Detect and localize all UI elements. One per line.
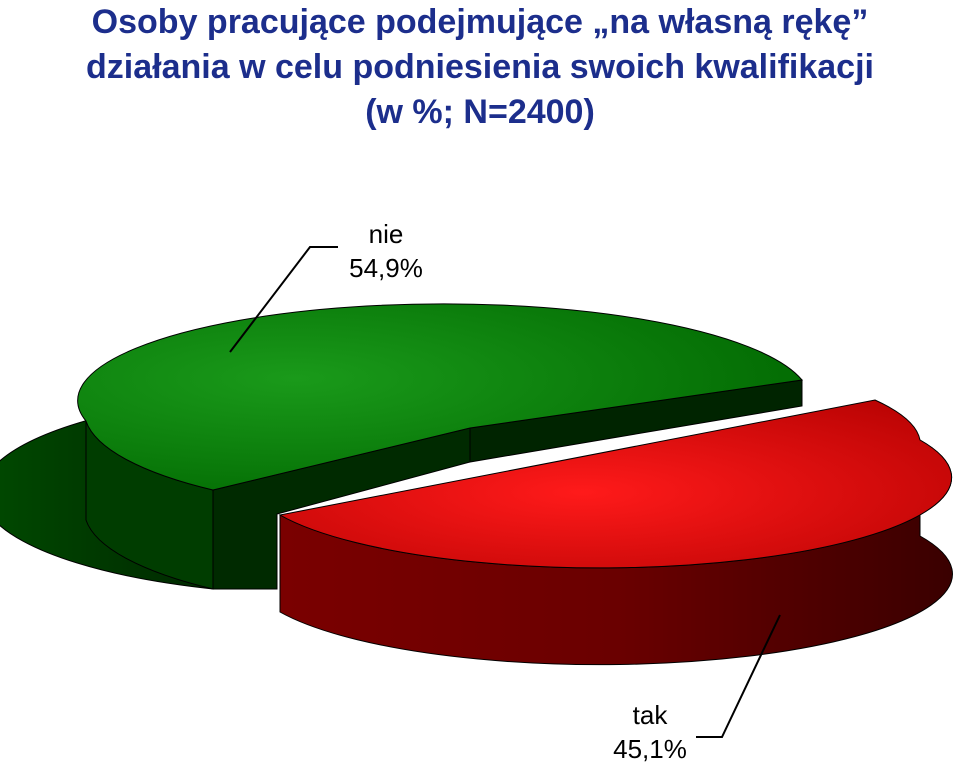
chart-title-line-2: działania w celu podniesienia swoich kwa… <box>86 48 874 86</box>
leader-line-nie <box>229 246 338 353</box>
slice-label-tak: tak <box>633 700 669 730</box>
slice-value-nie: 54,9% <box>349 253 423 283</box>
slice-value-tak: 45,1% <box>613 734 687 763</box>
pie-slice-nie <box>0 303 803 590</box>
slice-label-nie: nie <box>369 219 404 249</box>
chart-title-line-3: (w %; N=2400) <box>365 93 595 131</box>
leader-line-tak <box>696 614 781 738</box>
chart-title-line-1: Osoby pracujące podejmujące „na własną r… <box>91 3 869 41</box>
pie-slice-tak <box>278 399 953 666</box>
